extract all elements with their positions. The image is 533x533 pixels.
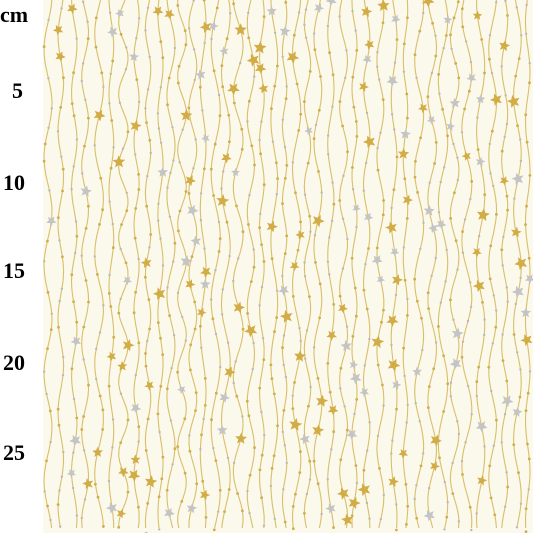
ruler-unit: cm: [0, 2, 28, 27]
fabric-pattern: [42, 0, 533, 533]
ruler-label: 5: [12, 78, 23, 103]
ruler-label: 25: [3, 440, 25, 465]
ruler-label: 10: [3, 170, 25, 195]
ruler-label: 15: [3, 258, 25, 283]
gold-stars: [52, 0, 533, 526]
ruler-label: 20: [3, 350, 25, 375]
fabric-background: [43, 0, 533, 533]
